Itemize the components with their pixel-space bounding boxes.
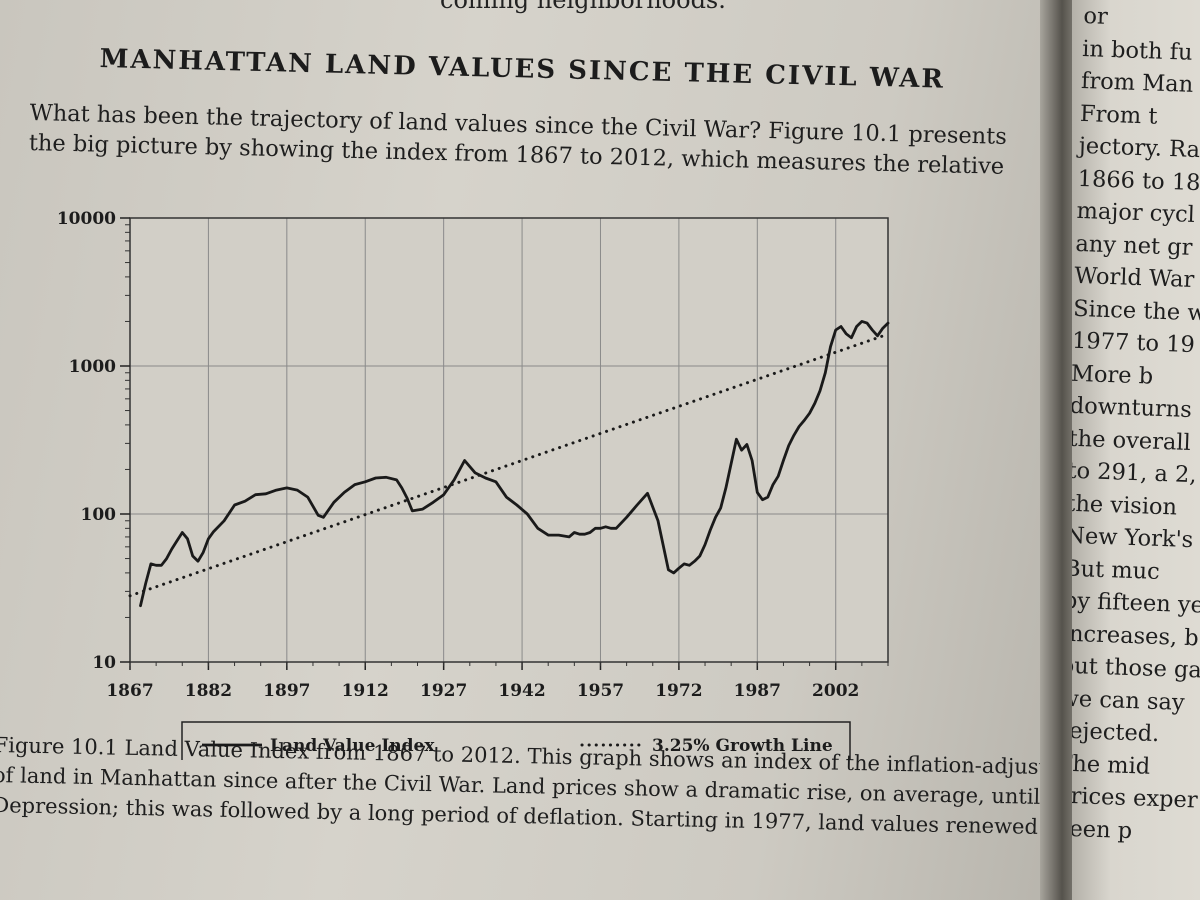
right-page-line: in both fu	[1081, 35, 1193, 66]
right-page-line: prices exper	[1072, 782, 1199, 814]
right-page-line: any net gr	[1075, 230, 1193, 261]
right-page-line: New York's	[1072, 522, 1194, 554]
right-page-line: jectory. Ra	[1078, 132, 1200, 164]
right-page-line: out those ga	[1072, 652, 1200, 684]
legend-label-growth-line: 3.25% Growth Line	[652, 736, 833, 756]
x-tick-label: 1942	[498, 681, 545, 701]
y-tick-label: 10	[92, 653, 116, 673]
right-page-line: increases, b	[1072, 620, 1200, 651]
right-page-line: 1977 to 19	[1072, 327, 1196, 359]
plot-area	[130, 218, 888, 662]
x-tick-label: 1927	[420, 681, 467, 701]
right-page-line: But muc	[1072, 555, 1161, 585]
land-value-chart: 10 100 1000 10000 1867 1882 1897 1912 1927 1942 19…	[0, 200, 1050, 760]
section-heading: MANHATTAN LAND VALUES SINCE THE CIVIL WA…	[99, 44, 946, 95]
top-text-fragment: coming neighborhoods.	[440, 0, 726, 14]
body-paragraph: What has been the trajectory of land val…	[29, 98, 1050, 183]
right-page-line: major cycl	[1076, 197, 1196, 228]
right-page-line: 1866 to 18	[1077, 165, 1200, 196]
x-tick-label: 1987	[734, 681, 781, 701]
right-page-line: the overall	[1072, 425, 1192, 456]
right-page-line: The mid	[1072, 750, 1151, 780]
right-page-line: the vision	[1072, 490, 1178, 521]
x-tick-label: 1957	[577, 681, 624, 701]
right-page-line: or	[1082, 2, 1109, 30]
x-tick-label: 1972	[655, 681, 702, 701]
land-value-index-series	[139, 320, 890, 608]
right-page-line: From t	[1079, 100, 1158, 130]
growth-line-series	[128, 332, 890, 598]
chart-svg: 10 100 1000 10000 1867 1882 1897 1912 1927 1942 19…	[57, 209, 890, 760]
right-page-line: from Man	[1080, 67, 1194, 98]
x-tick-label: 1897	[263, 681, 310, 701]
y-tick-label: 10000	[57, 209, 116, 229]
y-tick-label: 100	[81, 505, 117, 525]
book-left-page: coming neighborhoods. MANHATTAN LAND VAL…	[0, 0, 1050, 900]
right-page-line: Since the w	[1072, 295, 1200, 326]
right-page-line: More b	[1072, 360, 1154, 390]
right-page-line: downturns	[1072, 392, 1193, 424]
right-page-line: World War	[1073, 262, 1195, 294]
x-tick-label: 2002	[812, 681, 859, 701]
x-tick-label: 1867	[106, 681, 153, 701]
right-page-line: by fifteen ye	[1072, 587, 1200, 619]
book-right-page: or in both fu from Man From t jectory. Ra 186…	[1072, 0, 1200, 900]
right-page-line: we can say	[1072, 685, 1186, 716]
right-page-line: rejected.	[1072, 717, 1160, 748]
right-page-text: or in both fu from Man From t jectory. Ra 186…	[1072, 0, 1200, 849]
legend-box	[181, 721, 851, 760]
x-tick-label: 1882	[185, 681, 232, 701]
x-tick-label: 1912	[342, 681, 389, 701]
right-page-line: been p	[1072, 815, 1133, 844]
right-page-line: to 291, a 2,	[1072, 457, 1197, 489]
legend-label-land-value-index: Land Value Index	[270, 736, 435, 756]
plot-frame	[129, 217, 889, 663]
y-tick-label: 1000	[69, 357, 116, 377]
